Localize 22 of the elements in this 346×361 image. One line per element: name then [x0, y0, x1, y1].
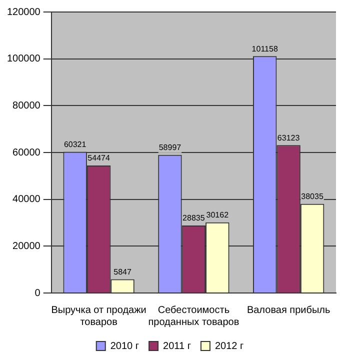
data-label: 63123: [277, 133, 300, 142]
data-label: 60321: [64, 140, 87, 149]
x-tick-label: Валовая прибыль: [246, 304, 330, 316]
x-tick-label: Выручка от продажи товаров: [51, 304, 146, 328]
y-tick-label: 100000: [6, 54, 41, 65]
y-tick-label: 20000: [12, 240, 41, 252]
y-tick-label: 40000: [12, 194, 41, 206]
y-tick-label: 60000: [12, 147, 41, 158]
legend-label: 2012 г: [214, 340, 244, 352]
y-tick-label: 120000: [6, 6, 41, 18]
data-label: 5847: [114, 268, 132, 277]
data-label: 38035: [301, 192, 324, 202]
y-tick-label: 80000: [12, 100, 41, 112]
data-label: 30162: [206, 210, 230, 220]
data-label: 58997: [158, 143, 182, 152]
legend-label: 2011 г: [163, 340, 192, 352]
x-tick-label: Себестоимость проданных товаров: [148, 304, 240, 328]
legend-label: 2010 г: [110, 340, 140, 352]
data-label: 101158: [252, 44, 278, 54]
y-tick-label: 0: [34, 288, 41, 299]
data-label: 28835: [182, 214, 206, 223]
data-label: 54474: [88, 154, 110, 163]
